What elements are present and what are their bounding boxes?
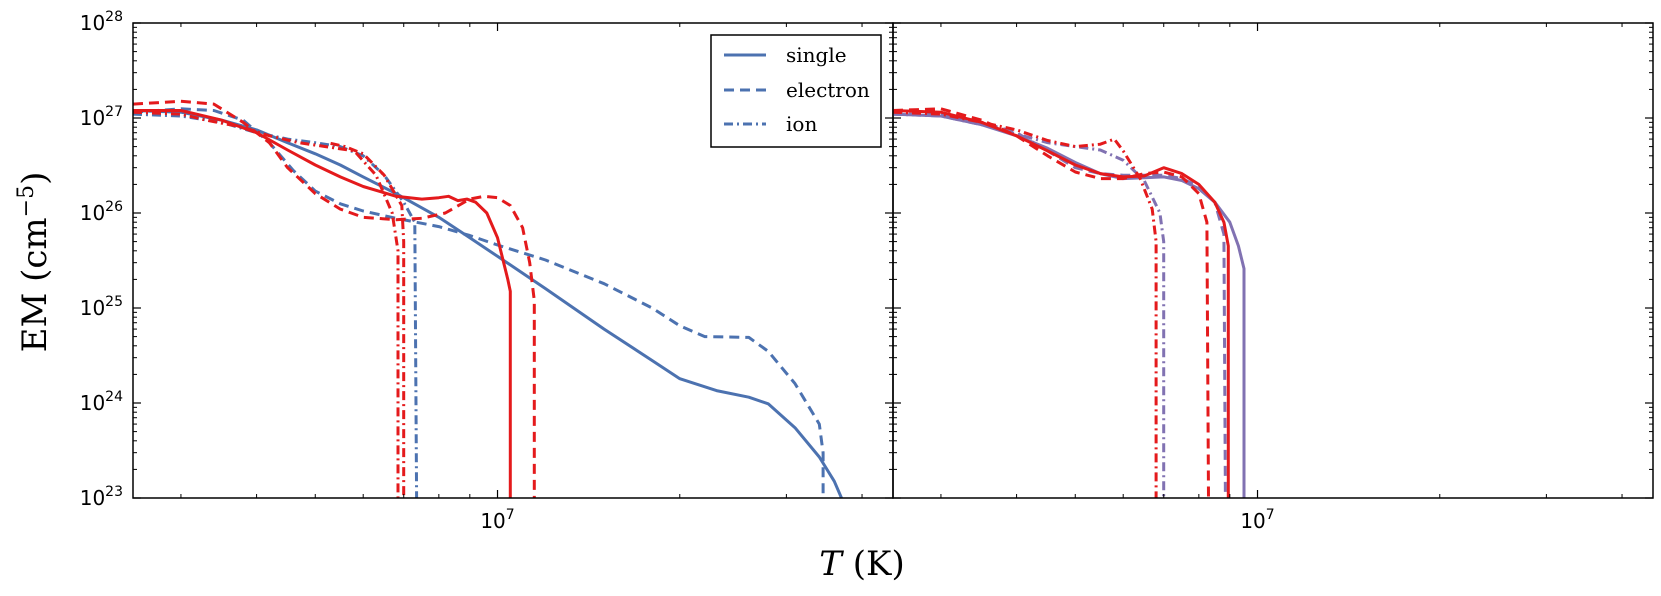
- right-panel: 107: [892, 22, 1654, 533]
- left-ticks: 1023 1024 1025 1026 1027 1028 107: [80, 9, 893, 533]
- left-series-group: [132, 99, 843, 499]
- right-series-group: [892, 107, 1246, 499]
- left-panel: 1023 1024 1025 1026 1027 1028 107 single elect…: [80, 9, 894, 533]
- series-red-electron-0-4: [132, 99, 536, 498]
- series-blue-electron-0-1: [132, 107, 825, 498]
- x-tick-label: 107: [1240, 507, 1274, 533]
- right-axes-frame: [892, 22, 1654, 499]
- series-red-ion-0-6: [330, 141, 406, 498]
- legend-label-single: single: [786, 43, 847, 67]
- x-axis-label: T (K): [819, 544, 904, 584]
- legend: single electron ion: [710, 34, 882, 148]
- series-red-ion-1-5: [892, 110, 1158, 498]
- y-tick-label: 1023: [80, 484, 123, 510]
- y-tick-label: 1028: [80, 9, 123, 35]
- y-axis-label: EM (cm−5): [14, 172, 55, 353]
- x-tick-label: 107: [480, 507, 514, 533]
- y-tick-label: 1026: [80, 199, 123, 225]
- y-tick-label: 1025: [80, 294, 123, 320]
- right-ticks: 107: [893, 22, 1653, 533]
- series-red-single-0-3: [133, 109, 512, 498]
- series-purple-single-1-0: [892, 112, 1246, 498]
- legend-label-electron: electron: [786, 78, 870, 102]
- series-blue-single-0-0: [132, 109, 843, 499]
- legend-label-ion: ion: [786, 112, 817, 136]
- series-purple-ion-1-2: [892, 112, 1166, 498]
- y-tick-label: 1024: [80, 389, 123, 415]
- y-tick-label: 1027: [80, 104, 123, 130]
- series-red-ion-0-5: [132, 110, 400, 498]
- series-red-single-1-3: [892, 109, 1230, 498]
